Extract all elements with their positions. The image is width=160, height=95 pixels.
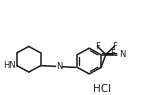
Text: N: N <box>120 50 126 59</box>
Text: HN: HN <box>3 61 16 70</box>
Text: F: F <box>95 42 100 51</box>
Text: F: F <box>110 49 115 58</box>
Text: N: N <box>56 62 62 71</box>
Text: HCl: HCl <box>93 84 112 94</box>
Text: F: F <box>112 42 117 51</box>
